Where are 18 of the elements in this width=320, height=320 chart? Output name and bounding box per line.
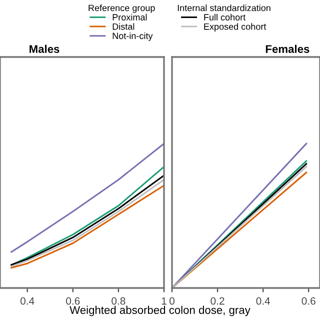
- x-tick-label: 0.2: [210, 297, 224, 305]
- legend-label: Not-in-city: [112, 32, 153, 41]
- x-tick-label: 0.6: [302, 297, 316, 305]
- x-axis-title: Weighted absorbed colon dose, gray: [70, 306, 250, 316]
- x-tick-label: 0.8: [112, 297, 126, 305]
- x-tick-label: 0.4: [256, 297, 270, 305]
- x-tick-label: 0: [170, 297, 174, 305]
- legend-label: Exposed cohort: [204, 23, 266, 32]
- x-tick-label: 0.4: [20, 297, 34, 305]
- legend-label: Proximal: [112, 14, 147, 20]
- x-tick-label: 0.6: [66, 297, 80, 305]
- text: Internal standardization: [178, 4, 270, 12]
- x-tick-label: 1: [162, 297, 166, 305]
- chart-title: Females: [266, 44, 310, 53]
- chart-title: Males: [30, 44, 60, 53]
- legend-title: Reference group: [88, 4, 155, 13]
- legend-label: Distal: [112, 23, 134, 30]
- legend-label: Full cohort: [204, 14, 246, 20]
